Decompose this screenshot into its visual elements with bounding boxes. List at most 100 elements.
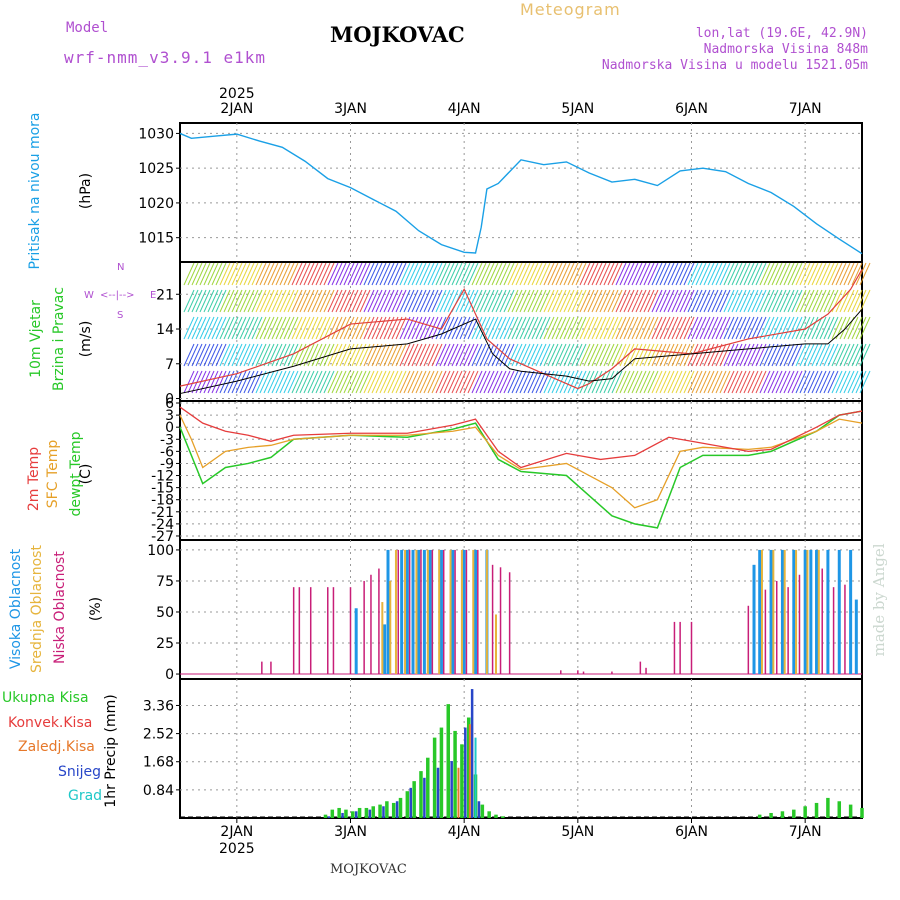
wind-barb [667,262,679,286]
wind-barb [271,289,283,313]
wind-barb [615,370,627,394]
wind-barb [311,370,323,394]
wind-barb [479,262,491,286]
wind-barb [475,316,487,340]
precip-total-bar [460,744,464,818]
wind-barb [551,370,563,394]
wind-barb [607,316,619,340]
wind-barb [183,262,195,286]
x-tick-label-top: 3JAN [334,101,367,117]
wind-barb [219,289,231,313]
cloud-low-bar [442,549,445,675]
wind-barb [279,262,291,286]
wind-barb [747,343,759,367]
wind-barb [739,343,751,367]
wind-barb [247,343,259,367]
wind-barb [799,370,811,394]
cloud-high-bar [428,549,432,675]
wind-barb [791,316,803,340]
wind-barb [807,289,819,313]
wind-barb [227,262,239,286]
wind-barb [699,343,711,367]
wind-barb [255,289,267,313]
wind-barb [783,316,795,340]
wind-barb [791,370,803,394]
cloud-high-bar [752,564,756,675]
wind-barb [651,343,663,367]
precip-snow-bar [477,801,481,818]
cloud-high-bar [383,624,387,675]
wind-barb [223,289,235,313]
wind-barb [195,289,207,313]
wind-barb [731,343,743,367]
y-tick-label: 0 [165,392,174,408]
wind-barb [843,262,855,286]
wind-barb [655,343,667,367]
wind-barb [563,316,575,340]
wind-barb [635,289,647,313]
wind-barb [467,262,479,286]
wind-barb [783,262,795,286]
wind-barb [403,370,415,394]
wind-barb [591,316,603,340]
wind-barb [859,370,871,394]
wind-barb [359,289,371,313]
wind-barb [343,316,355,340]
wind-barb [379,370,391,394]
precip-total-bar [453,730,457,818]
wind-barb [607,289,619,313]
wind-barb [671,316,683,340]
wind-barb [671,289,683,313]
cloud-low-bar [798,574,801,675]
wind-barb [403,289,415,313]
wind-barb [347,289,359,313]
wind-barb [707,316,719,340]
wind-barb [391,262,403,286]
wind-barb [703,289,715,313]
wind-barb [215,316,227,340]
wind-barb [455,370,467,394]
wind-barb [743,343,755,367]
wind-barb [723,316,735,340]
wind-barb [187,289,199,313]
wind-barb [491,316,503,340]
year-label-bottom: 2025 [219,841,255,857]
wind-barb [355,316,367,340]
cloud-low-bar [408,549,411,675]
wind-barb [767,262,779,286]
precip-total-bar [378,804,382,818]
wind-barb [595,316,607,340]
wind-barb [747,316,759,340]
precip-total-bar [494,814,498,818]
wind-barb [819,316,831,340]
cloud-mid-bar [485,549,488,675]
wind-barb [331,343,343,367]
wind-barb [363,289,375,313]
wind-barb [815,370,827,394]
wind-barb [299,370,311,394]
precip-snow-bar [327,816,331,818]
wind-barb [639,262,651,286]
wind-barb [411,262,423,286]
wind-barb [567,262,579,286]
wind-barb [719,343,731,367]
wind-barb [459,289,471,313]
wind-barb [671,370,683,394]
wind-barb [475,343,487,367]
wind-barb [327,370,339,394]
cloud-high-bar [386,549,390,675]
wind-barb [323,289,335,313]
wind-barb [579,343,591,367]
wind-barb [803,289,815,313]
model-name: wrf-nmm_v3.9.1 e1km [64,48,267,67]
wind-barb [391,316,403,340]
cloud-mid-bar [760,549,763,675]
wind-barb [387,343,399,367]
y-tick-label: 25 [156,636,174,652]
wind-barb [303,289,315,313]
wind-barb [827,343,839,367]
wind-barb [183,343,195,367]
cloud-low-bar [582,671,585,675]
wind-barb [371,262,383,286]
wind-barb [227,343,239,367]
